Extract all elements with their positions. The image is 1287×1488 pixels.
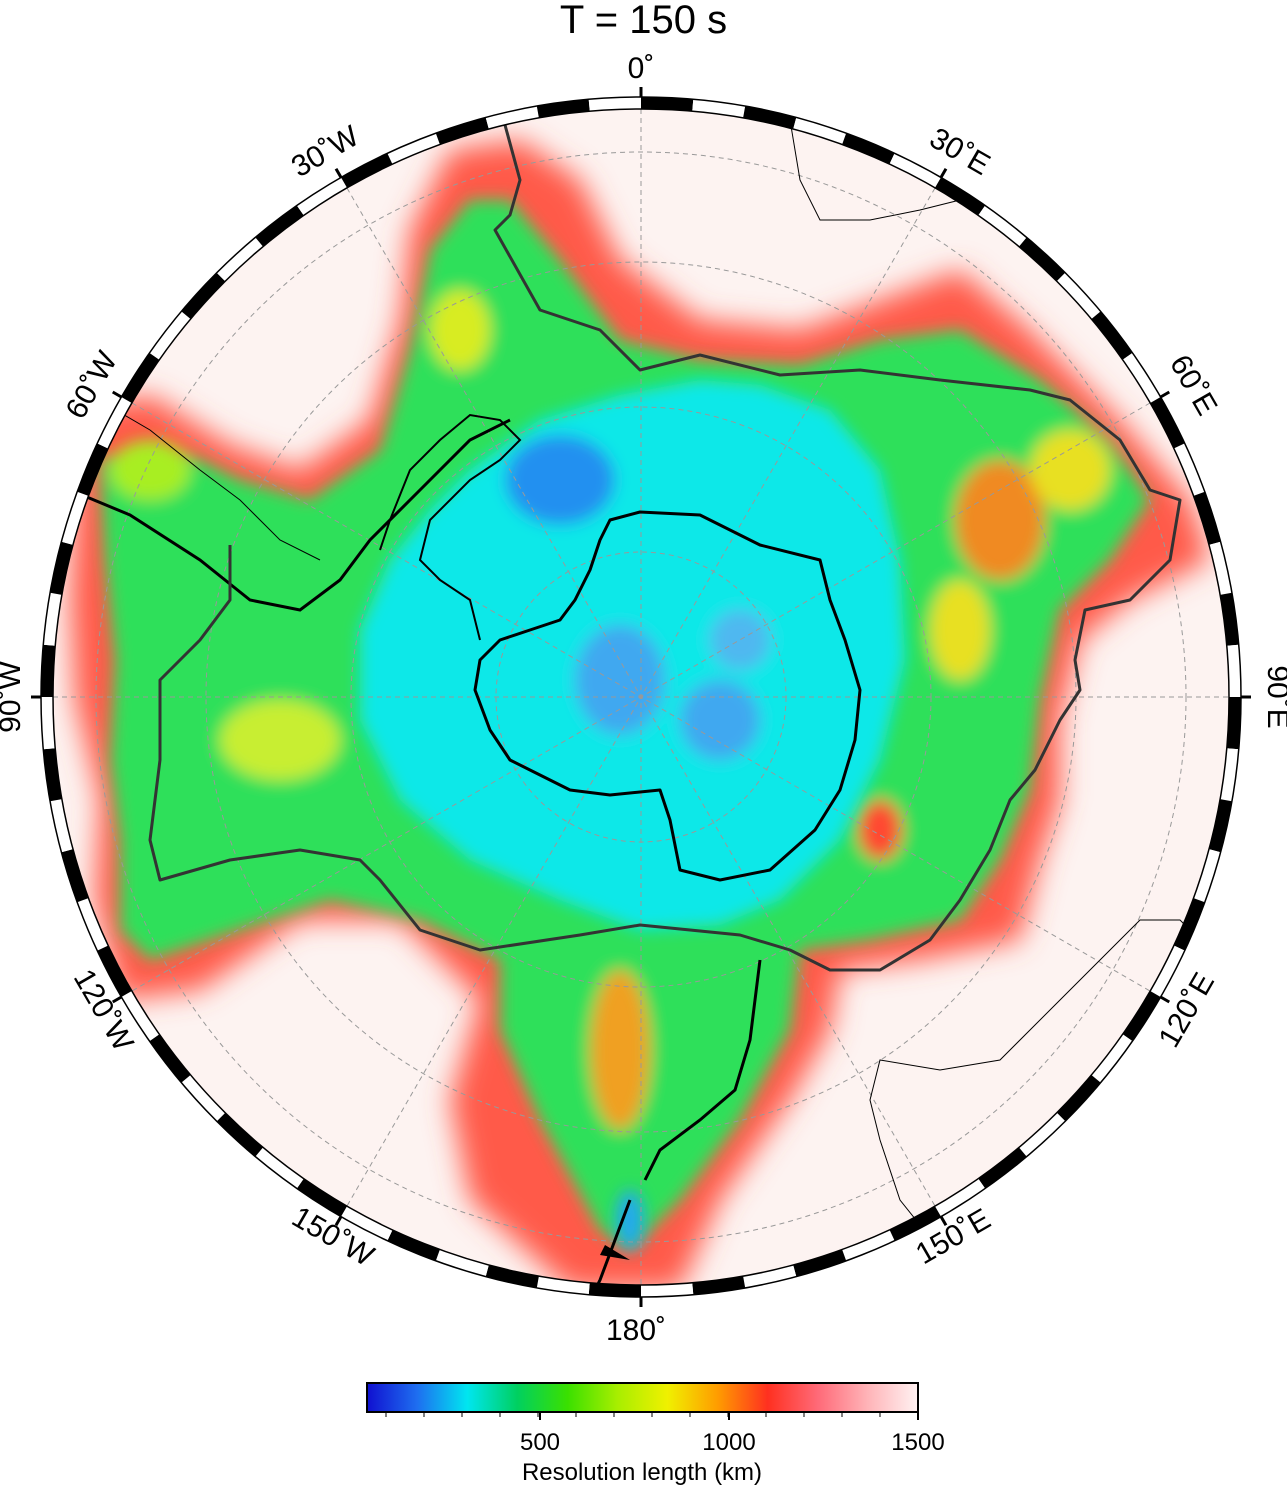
lon-label-90e: 90˚E xyxy=(1261,665,1287,728)
africa-coastline xyxy=(789,119,961,221)
map-frame xyxy=(31,87,1251,1307)
colorbar-tick-1500: 1500 xyxy=(891,1429,944,1456)
map-title: T = 150 s xyxy=(559,0,728,42)
colorbar-tick-1000: 1000 xyxy=(702,1429,755,1456)
antarctica-coastline xyxy=(473,510,862,882)
lon-label-0: 0˚ xyxy=(628,52,655,85)
colorbar-tick-500: 500 xyxy=(520,1429,560,1456)
new-zealand-coastline xyxy=(643,959,762,1181)
resolution-field xyxy=(53,109,1229,1285)
lon-label-180: 180˚ xyxy=(606,1314,666,1347)
antarctic-peninsula xyxy=(379,413,522,641)
lon-label-90w: 90˚W xyxy=(0,660,27,732)
lon-label-30e: 30˚E xyxy=(924,122,995,182)
high-resolution-zone xyxy=(360,380,905,1250)
lon-label-60e: 60˚E xyxy=(1163,350,1223,421)
colorbar: 500 1000 1500 Resolution length (km) xyxy=(366,1382,945,1486)
colorbar-label: Resolution length (km) xyxy=(522,1459,762,1486)
south-america-coastline xyxy=(69,418,511,612)
plate-boundary xyxy=(148,124,1182,972)
